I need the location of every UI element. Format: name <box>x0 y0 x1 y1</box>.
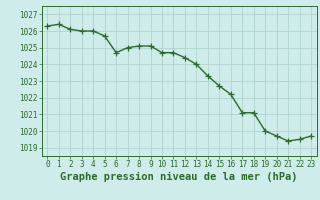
X-axis label: Graphe pression niveau de la mer (hPa): Graphe pression niveau de la mer (hPa) <box>60 172 298 182</box>
